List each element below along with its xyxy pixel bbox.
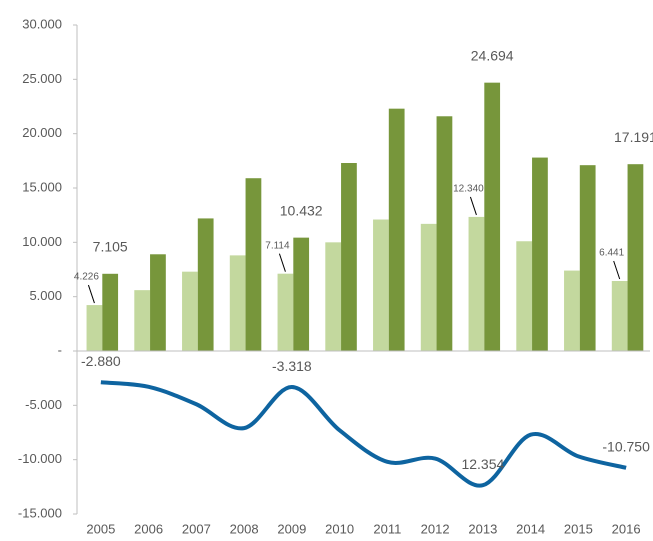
bar	[245, 178, 262, 351]
data-label: 12.354	[461, 456, 504, 472]
line	[100, 380, 627, 488]
bar	[134, 290, 151, 351]
data-label: 4.226	[74, 272, 99, 283]
bar	[468, 216, 485, 351]
bar	[229, 255, 246, 351]
bar	[627, 164, 644, 351]
x-tick-label: 2007	[182, 521, 211, 536]
data-label: 7.105	[93, 238, 128, 254]
y-tick-label: 10.000	[22, 234, 62, 249]
x-tick-label: 2011	[373, 521, 401, 536]
x-tick-label: 2008	[230, 521, 259, 536]
x-tick-label: 2010	[325, 521, 354, 536]
data-label: 7.114	[265, 240, 290, 251]
bar	[150, 254, 166, 351]
bar	[388, 108, 405, 351]
y-tick-label: -10.000	[18, 451, 62, 466]
bar	[341, 163, 357, 351]
bar	[484, 82, 501, 351]
data-label: -2.880	[81, 353, 121, 369]
bar	[579, 165, 596, 351]
x-tick-label: 2005	[86, 521, 115, 536]
bar	[436, 116, 453, 351]
y-tick-label: -15.000	[18, 505, 62, 520]
data-label: 10.432	[280, 202, 323, 218]
data-label: -3.318	[272, 358, 312, 374]
bar	[564, 270, 580, 351]
leader-line	[87, 284, 95, 304]
bar	[516, 241, 533, 351]
data-label: 12.340	[453, 184, 484, 195]
leader-line	[469, 196, 477, 216]
bar	[293, 237, 310, 351]
x-tick-label: 2013	[468, 521, 497, 536]
bar	[373, 219, 389, 351]
bar	[197, 218, 214, 351]
y-tick-label: 25.000	[22, 71, 62, 86]
data-label: -10.750	[602, 439, 650, 455]
y-tick-label: 5.000	[29, 288, 62, 303]
bar	[86, 305, 103, 351]
x-tick-label: 2006	[134, 521, 163, 536]
y-tick-label: -	[58, 342, 62, 357]
bar	[277, 273, 294, 351]
data-label: 17.191	[614, 129, 653, 145]
data-label: 6.441	[599, 248, 624, 259]
bar	[532, 157, 548, 351]
x-tick-label: 2014	[516, 521, 545, 536]
x-tick-label: 2016	[612, 521, 641, 536]
x-tick-label: 2012	[421, 521, 450, 536]
bar	[102, 273, 119, 351]
y-tick-label: 15.000	[22, 179, 62, 194]
y-tick-label: -5.000	[25, 397, 62, 412]
leader-line	[278, 253, 286, 272]
bar	[611, 281, 628, 351]
data-label: 24.694	[471, 47, 514, 63]
x-tick-label: 2009	[277, 521, 306, 536]
y-tick-label: 20.000	[22, 125, 62, 140]
bar	[325, 242, 342, 351]
y-tick-label: 30.000	[22, 16, 62, 31]
x-tick-label: 2015	[564, 521, 593, 536]
bar	[420, 223, 437, 351]
bar	[182, 271, 198, 351]
leader-line	[613, 260, 621, 280]
